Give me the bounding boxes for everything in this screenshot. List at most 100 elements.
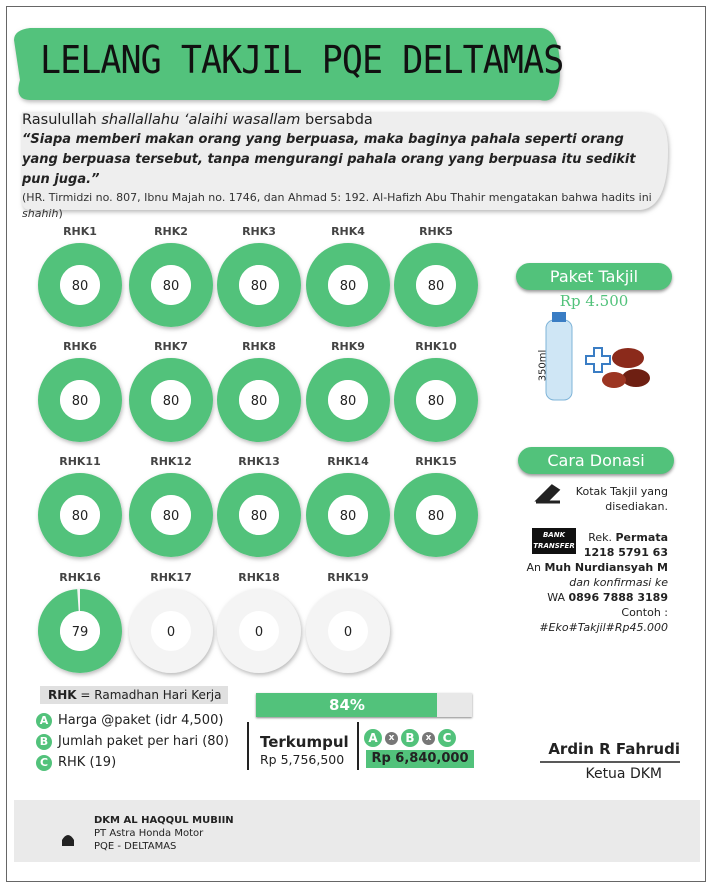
title-banner — [14, 28, 560, 101]
donut-hole — [416, 265, 456, 305]
bank-icon-text: TRANSFER — [533, 542, 575, 550]
day-value: 80 — [163, 394, 180, 409]
day-label: RHK7 — [154, 340, 188, 353]
day-value: 80 — [72, 509, 89, 524]
donation-line: WA 0896 7888 3189 — [500, 590, 668, 605]
factor-letter: C — [36, 754, 52, 771]
formula-operator: x — [385, 731, 398, 745]
donut-hole — [416, 495, 456, 535]
donation-line: Contoh : — [500, 605, 668, 620]
factor: B Jumlah paket per hari (80) — [36, 731, 229, 752]
factor-letter: B — [36, 733, 52, 750]
day-value: 80 — [72, 394, 89, 409]
donut-arc — [217, 473, 301, 557]
factor-text: Harga @paket (idr 4,500) — [58, 713, 224, 728]
package-price: Rp 4.500 — [559, 292, 629, 310]
donation-line: #Eko#Takjil#Rp45.000 — [500, 620, 668, 635]
donut-arc — [394, 473, 478, 557]
day-label: RHK14 — [327, 455, 369, 468]
formula-letter: C — [438, 729, 456, 747]
day-value: 80 — [72, 279, 89, 294]
factor-text: Jumlah paket per hari (80) — [58, 734, 229, 749]
footer-text: DKM AL HAQQUL MUBIIN PT Astra Honda Moto… — [94, 814, 234, 853]
donut-hole — [151, 611, 191, 651]
donut-hole — [60, 611, 100, 651]
rhk-abbr: RHK — [48, 688, 77, 702]
day-label: RHK11 — [59, 455, 101, 468]
box-text: Kotak Takjil yang disediakan. — [560, 484, 668, 514]
title: LELANG TAKJIL PQE DELTAMAS — [40, 38, 564, 82]
day-label: RHK16 — [59, 571, 101, 584]
ballot-icon — [534, 484, 561, 504]
donut-arc — [394, 243, 478, 327]
day-label: RHK17 — [150, 571, 192, 584]
day-value: 80 — [251, 279, 268, 294]
day-value: 79 — [72, 625, 89, 640]
donut-arc — [129, 243, 213, 327]
factor: C RHK (19) — [36, 752, 229, 773]
box-line: Kotak Takjil yang — [575, 485, 668, 498]
donut-hole — [60, 495, 100, 535]
day-value: 80 — [251, 509, 268, 524]
donut-arc — [306, 358, 390, 442]
quote-text: “Siapa memberi makan orang yang berpuasa… — [22, 132, 636, 187]
quote-intro: Rasulullah — [22, 112, 102, 128]
donation-text: WA — [547, 591, 569, 604]
quote-source: shahih — [22, 207, 59, 220]
donation-text: An — [526, 561, 545, 574]
donut-hole — [328, 380, 368, 420]
day-value: 0 — [344, 625, 352, 640]
donut-hole — [151, 265, 191, 305]
day-value: 80 — [340, 279, 357, 294]
day-label: RHK9 — [331, 340, 365, 353]
donut-hole — [239, 380, 279, 420]
donation-text: Contoh : — [621, 606, 668, 619]
progress-label: 84% — [329, 696, 365, 714]
rhk-text: = Ramadhan Hari Kerja — [76, 688, 222, 702]
quote-box — [22, 112, 668, 210]
day-value: 0 — [167, 625, 175, 640]
donation-lines: Rek. Permata 1218 5791 63 An Muh Nurdiansy… — [500, 530, 668, 635]
donut-arc — [38, 589, 122, 673]
target-amount: Rp 6,840,000 — [366, 750, 474, 768]
donut-hole — [328, 265, 368, 305]
donut-arc — [38, 243, 122, 327]
date-fruit — [622, 369, 650, 387]
donation-line: An Muh Nurdiansyah M — [500, 560, 668, 575]
day-label: RHK15 — [415, 455, 457, 468]
donation-line: 1218 5791 63 — [500, 545, 668, 560]
donation-text: Muh Nurdiansyah M — [544, 561, 668, 574]
donut-arc — [129, 473, 213, 557]
day-label: RHK5 — [419, 225, 453, 238]
day-label: RHK18 — [238, 571, 280, 584]
date-fruit — [612, 348, 644, 368]
donut-arc — [38, 473, 122, 557]
progress-bar — [256, 693, 438, 717]
date-fruit — [602, 372, 626, 388]
bottle-cap — [552, 312, 566, 322]
day-value: 80 — [340, 394, 357, 409]
day-value: 80 — [163, 509, 180, 524]
quote-source: (HR. Tirmidzi no. 807, Ibnu Majah no. 17… — [22, 191, 652, 204]
donut-arc — [306, 243, 390, 327]
day-value: 80 — [163, 279, 180, 294]
day-label: RHK4 — [331, 225, 365, 238]
quote-intro: shallallahu ‘alaihi wasallam — [101, 112, 301, 128]
day-label: RHK8 — [242, 340, 276, 353]
day-value: 80 — [428, 509, 445, 524]
donation-text: dan konfirmasi ke — [569, 576, 668, 589]
factor-letter: A — [36, 712, 52, 729]
donation-text: 0896 7888 3189 — [568, 591, 668, 604]
box-line: disediakan. — [605, 500, 668, 513]
donut-hole — [328, 495, 368, 535]
logo-mosque — [62, 835, 74, 846]
footer-org: DKM AL HAQQUL MUBIIN — [94, 815, 234, 826]
quote: Rasulullah shallallahu ‘alaihi wasallam … — [22, 110, 662, 222]
day-value: 80 — [428, 279, 445, 294]
quote-source: ) — [58, 207, 63, 220]
bottle — [545, 319, 573, 401]
day-label: RHK19 — [327, 571, 369, 584]
donation-title: Cara Donasi — [518, 447, 674, 474]
donation-line: Rek. Permata — [500, 530, 668, 545]
